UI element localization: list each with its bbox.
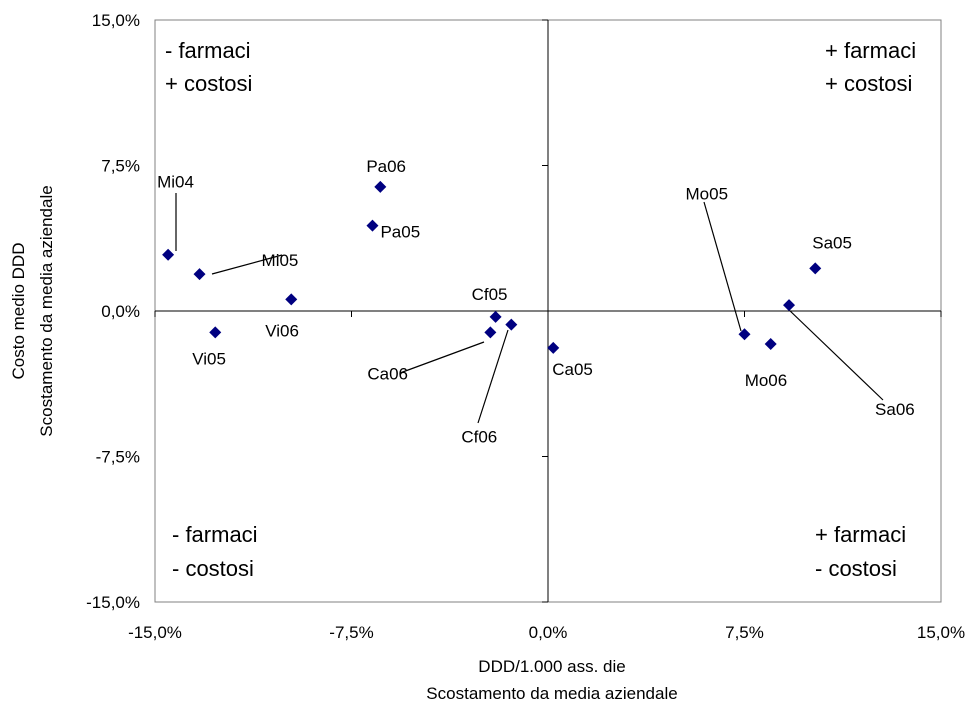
y-tick-label: 7,5% (101, 157, 140, 176)
point-label-mo05: Mo05 (686, 184, 729, 203)
point-ca05 (547, 341, 560, 354)
point-label-mi04: Mi04 (157, 173, 194, 192)
point-label-mo06: Mo06 (745, 371, 788, 390)
point-sa06 (783, 299, 796, 312)
quadrant-bottom-right-line1: + farmaci (815, 522, 906, 547)
point-label-sa05: Sa05 (812, 233, 852, 252)
quadrant-top-right-line1: + farmaci (825, 38, 916, 63)
point-cf06 (505, 318, 518, 331)
point-sa05 (809, 262, 822, 275)
point-label-pa06: Pa06 (366, 157, 406, 176)
point-mo05 (738, 328, 751, 341)
leader-line-mi05 (211, 254, 283, 275)
point-label-mi05: Mi05 (262, 251, 299, 270)
x-tick-label: 0,0% (529, 623, 568, 642)
leader-line-cf06 (477, 329, 509, 424)
point-cf05 (489, 310, 502, 323)
point-pa05 (366, 219, 379, 232)
y-tick-label: -15,0% (86, 593, 140, 612)
point-label-cf06: Cf06 (461, 428, 497, 447)
y-axis-title-line2: Scostamento da media aziendale (37, 185, 56, 436)
x-tick-label: -15,0% (128, 623, 182, 642)
point-label-ca06: Ca06 (367, 364, 408, 383)
x-axis-title-line2: Scostamento da media aziendale (426, 684, 677, 703)
point-ca06 (484, 326, 497, 339)
quadrant-top-left-line2: + costosi (165, 71, 252, 96)
point-mi04 (162, 248, 175, 261)
quadrant-labels: - farmaci + costosi + farmaci + costosi … (165, 38, 916, 581)
point-vi06 (285, 293, 298, 306)
quadrant-top-left-line1: - farmaci (165, 38, 251, 63)
y-tick-label: 0,0% (101, 302, 140, 321)
leader-line-mo05 (703, 201, 742, 332)
point-vi05 (209, 326, 222, 339)
x-axis-ticks: -15,0% -7,5% 0,0% 7,5% 15,0% (128, 311, 965, 642)
point-label-vi06: Vi06 (265, 321, 299, 340)
y-tick-label: 15,0% (92, 11, 140, 30)
point-label-vi05: Vi05 (192, 349, 226, 368)
y-tick-label: -7,5% (96, 448, 140, 467)
label-leader-lines (175, 193, 884, 424)
point-mi05 (193, 268, 206, 281)
y-axis-ticks: 15,0% 7,5% 0,0% -7,5% -15,0% (86, 11, 548, 612)
quadrant-bottom-left-line2: - costosi (172, 556, 254, 581)
x-tick-label: 7,5% (725, 623, 764, 642)
point-label-pa05: Pa05 (380, 223, 420, 242)
x-tick-label: 15,0% (917, 623, 965, 642)
x-axis-title-line1: DDD/1.000 ass. die (478, 657, 625, 676)
x-tick-label: -7,5% (329, 623, 373, 642)
quadrant-bottom-right-line2: - costosi (815, 556, 897, 581)
point-labels: Mi04 Mi05 Vi05 Vi06 Pa06 Pa05 Cf05 Ca06 Cf06 Ca05… (157, 157, 915, 447)
quadrant-bottom-left-line1: - farmaci (172, 522, 258, 547)
quadrant-top-right-line2: + costosi (825, 71, 912, 96)
point-mo06 (764, 337, 777, 350)
leader-line-ca06 (399, 341, 485, 374)
point-label-ca05: Ca05 (552, 360, 593, 379)
data-points (162, 180, 822, 354)
leader-line-sa06 (786, 307, 884, 401)
point-label-sa06: Sa06 (875, 400, 915, 419)
point-pa06 (374, 180, 387, 193)
point-label-cf05: Cf05 (472, 285, 508, 304)
y-axis-title-line1: Costo medio DDD (9, 243, 28, 380)
